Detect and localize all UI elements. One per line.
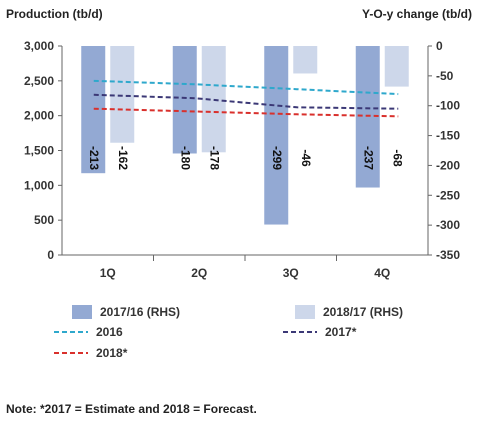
bar-data-label: -180 [179,146,193,170]
right-axis-title: Y-O-y change (tb/d) [362,7,472,21]
series-line [93,79,399,96]
series-line [93,107,399,118]
lines-layer [93,79,399,118]
legend-label: 2018* [96,346,128,360]
legend: 2017/16 (RHS) 2018/17 (RHS) 2016 2017* 2018* [54,305,403,360]
legend-label: 2018/17 (RHS) [323,305,403,319]
left-tick-label: 2,000 [24,109,54,123]
bars-layer [81,46,409,225]
bar-data-label: -299 [270,146,284,170]
bar [384,46,409,87]
legend-swatch [295,305,315,319]
right-tick-label: -300 [436,218,460,232]
x-tick-label: 4Q [374,266,390,280]
right-tick-label: -200 [436,158,460,172]
axes: 0 500 1,000 1,500 2,000 2,500 3,000 0 -50 -100 -15… [24,39,460,280]
left-tick-label: 2,500 [24,74,54,88]
left-tick-label: 1,500 [24,144,54,158]
footnote: Note: *2017 = Estimate and 2018 = Foreca… [6,402,257,416]
bar-data-label: -162 [116,146,130,170]
data-labels-layer: -213 -180 -299 -237 -162 -178 -46 -68 [87,146,405,170]
bar-data-label: -178 [208,146,222,170]
right-tick-label: -100 [436,99,460,113]
left-axis-title: Production (tb/d) [6,7,103,21]
chart: Production (tb/d) Y-O-y change (tb/d) 0 5… [6,7,472,360]
right-tick-label: -350 [436,248,460,262]
series-line [93,93,399,110]
bar [172,46,197,154]
legend-swatch [72,305,92,319]
x-tick-label: 3Q [283,266,299,280]
left-tick-label: 500 [34,213,54,227]
x-tick-label: 1Q [100,266,116,280]
bar-data-label: -68 [391,149,405,167]
bar-data-label: -213 [87,146,101,170]
left-tick-label: 0 [47,248,54,262]
legend-label: 2016 [96,325,123,339]
right-tick-label: -250 [436,188,460,202]
bar [264,46,289,225]
legend-label: 2017/16 (RHS) [100,305,180,319]
bar-data-label: -46 [299,149,313,167]
right-tick-label: -150 [436,129,460,143]
bar [110,46,135,143]
right-tick-label: 0 [436,39,443,53]
bar-data-label: -237 [362,146,376,170]
right-tick-label: -50 [436,69,454,83]
left-tick-label: 1,000 [24,178,54,192]
left-tick-label: 3,000 [24,39,54,53]
x-tick-label: 2Q [191,266,207,280]
bar [81,46,106,174]
legend-label: 2017* [325,325,357,339]
bar [293,46,318,74]
